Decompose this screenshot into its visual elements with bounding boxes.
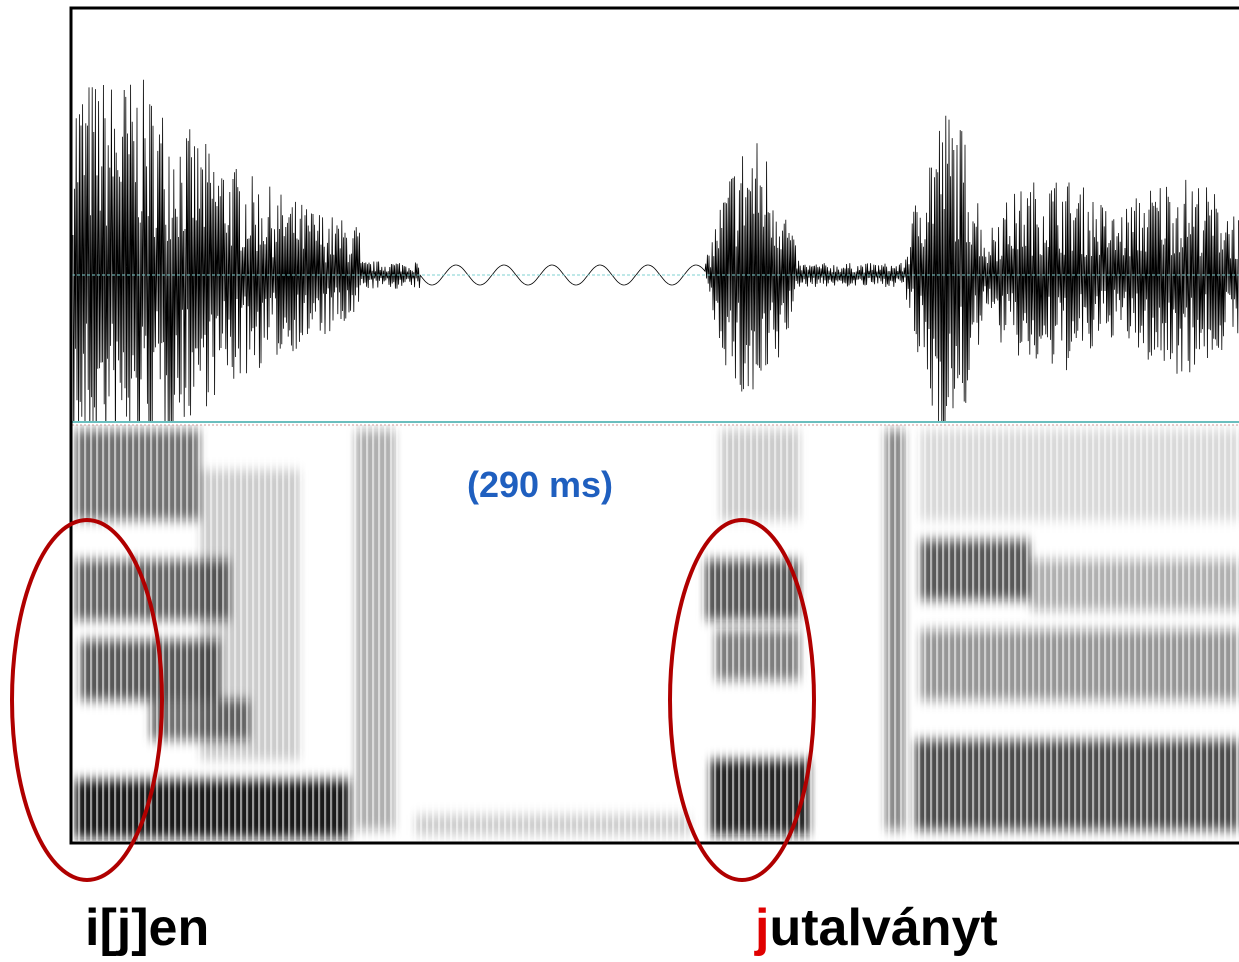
frame [69, 6, 1239, 845]
highlight-ellipse [668, 518, 816, 882]
waveform [72, 79, 1239, 421]
spectrogram [72, 425, 1239, 841]
word-highlight: j [754, 899, 769, 957]
waveform-trace [72, 79, 1239, 421]
highlight-ellipse [10, 518, 164, 882]
duration-annotation: (290 ms) [467, 464, 613, 505]
word-label: i[j]en [85, 899, 209, 957]
word-label: jutalványt [754, 899, 998, 957]
word-rest: utalványt [769, 899, 997, 957]
